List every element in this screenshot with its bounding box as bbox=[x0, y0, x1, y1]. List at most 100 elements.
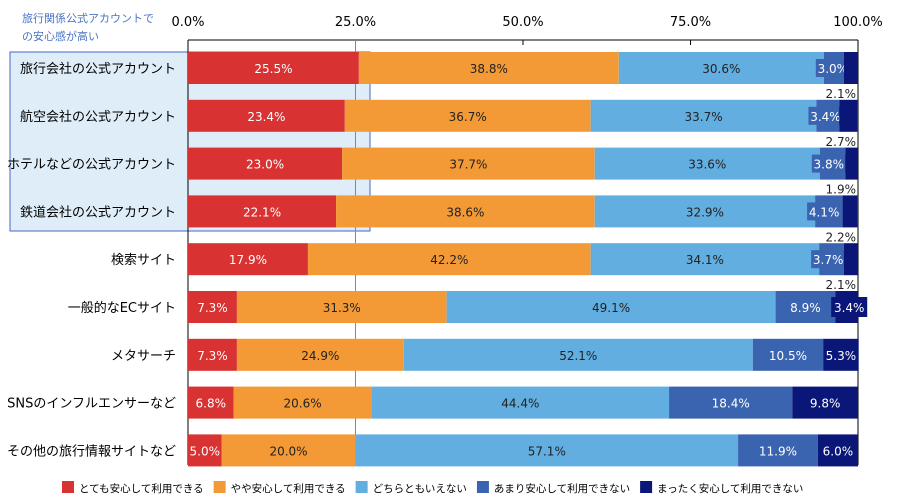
data-label: 36.7% bbox=[449, 110, 487, 124]
bar-segment bbox=[336, 195, 595, 228]
bar-segment bbox=[669, 386, 793, 419]
data-label: 34.1% bbox=[686, 253, 724, 267]
bar-segment bbox=[188, 338, 237, 371]
bar-segment bbox=[403, 338, 753, 371]
x-tick-label: 75.0% bbox=[670, 15, 711, 30]
data-label: 2.1% bbox=[826, 278, 857, 292]
bar-segment bbox=[344, 99, 591, 132]
bar-segment bbox=[188, 434, 222, 467]
data-label: 17.9% bbox=[229, 253, 267, 267]
data-label: 5.3% bbox=[826, 349, 857, 363]
bar-segment bbox=[236, 338, 404, 371]
data-label: 38.6% bbox=[446, 205, 484, 219]
data-label: 30.6% bbox=[702, 62, 740, 76]
legend-swatch bbox=[476, 481, 489, 493]
bar-segment bbox=[738, 434, 818, 467]
bar-segment bbox=[594, 147, 820, 180]
data-label: 7.3% bbox=[197, 301, 228, 315]
data-label: 49.1% bbox=[592, 301, 630, 315]
bar-segment bbox=[590, 99, 817, 132]
data-label-bg bbox=[808, 106, 843, 125]
bar-segment bbox=[233, 386, 372, 419]
bar-segment bbox=[188, 52, 359, 84]
data-label: 22.1% bbox=[243, 205, 281, 219]
data-label: 24.9% bbox=[301, 349, 339, 363]
data-label: 20.6% bbox=[284, 397, 322, 411]
legend-swatch bbox=[62, 481, 74, 493]
data-label: 57.1% bbox=[528, 444, 566, 458]
data-label: 42.2% bbox=[430, 253, 468, 267]
data-label: 3.8% bbox=[814, 158, 845, 172]
bar-segment bbox=[843, 243, 858, 276]
data-label: 33.7% bbox=[685, 110, 723, 124]
legend-label: やや安心して利用できる bbox=[231, 482, 346, 495]
highlight-annotation: 旅行関係公式アカウントでの安心感が高い bbox=[22, 12, 154, 43]
legend-label: どちらともいえない bbox=[373, 483, 467, 495]
data-label: 33.6% bbox=[688, 158, 726, 172]
data-label: 6.8% bbox=[196, 397, 227, 411]
data-label: 4.1% bbox=[809, 205, 840, 219]
legend-label: あまり安心して利用できない bbox=[494, 482, 630, 495]
bar-segment bbox=[236, 291, 447, 323]
bar-segment bbox=[594, 195, 816, 228]
bar-segment bbox=[839, 99, 858, 132]
data-label: 3.4% bbox=[834, 301, 865, 315]
bar-segment bbox=[843, 52, 858, 84]
data-label: 2.1% bbox=[826, 87, 857, 101]
data-label: 1.9% bbox=[826, 183, 857, 197]
data-label: 44.4% bbox=[501, 397, 539, 411]
data-label-bg bbox=[815, 59, 850, 77]
data-label-bg bbox=[831, 297, 868, 317]
data-label: 32.9% bbox=[686, 205, 724, 219]
bar-segment bbox=[307, 243, 591, 276]
data-label-bg bbox=[811, 250, 846, 269]
data-label: 25.5% bbox=[254, 62, 292, 76]
bar-segment bbox=[188, 195, 337, 228]
bar-segment bbox=[823, 338, 859, 371]
bar-segment bbox=[188, 99, 345, 132]
legend-swatch bbox=[213, 481, 226, 493]
bar-segment bbox=[221, 434, 356, 467]
data-label: 31.3% bbox=[323, 301, 361, 315]
bar-segment bbox=[188, 291, 237, 323]
bar-segment bbox=[188, 147, 343, 180]
data-label: 2.2% bbox=[826, 230, 857, 244]
x-tick-label: 25.0% bbox=[335, 15, 376, 30]
bar-segment bbox=[355, 434, 739, 467]
x-tick-label: 0.0% bbox=[171, 15, 204, 30]
data-label: 38.8% bbox=[470, 62, 508, 76]
data-label: 52.1% bbox=[559, 349, 597, 363]
data-label: 10.5% bbox=[769, 349, 807, 363]
data-label: 6.0% bbox=[823, 444, 854, 458]
bar-segment bbox=[188, 386, 234, 419]
bar-segment bbox=[371, 386, 670, 419]
category-label: 一般的なECサイト bbox=[68, 300, 176, 316]
bar-segment bbox=[342, 147, 595, 180]
bar-segment bbox=[358, 52, 619, 84]
legend-swatch bbox=[640, 481, 653, 493]
data-label: 2.7% bbox=[826, 135, 857, 149]
bar-segment bbox=[792, 386, 858, 419]
bar-segment bbox=[752, 338, 824, 371]
bar-segment bbox=[845, 147, 858, 180]
bar-segment bbox=[618, 52, 824, 84]
bar-segment bbox=[446, 291, 776, 323]
data-label: 3.4% bbox=[810, 110, 841, 124]
bar-segment bbox=[590, 243, 820, 276]
data-label: 23.0% bbox=[246, 158, 284, 172]
bar-segment bbox=[775, 291, 836, 323]
data-label: 9.8% bbox=[810, 397, 841, 411]
data-label: 20.0% bbox=[269, 444, 307, 458]
bar-segment bbox=[817, 434, 858, 467]
data-label: 18.4% bbox=[712, 397, 750, 411]
data-label: 37.7% bbox=[449, 158, 487, 172]
data-label: 23.4% bbox=[247, 110, 285, 124]
category-label: SNSのインフルエンサーなど bbox=[7, 397, 176, 412]
data-label: 3.0% bbox=[818, 62, 849, 76]
legend-label: まったく安心して利用できない bbox=[657, 482, 803, 495]
legend-swatch bbox=[355, 481, 368, 493]
category-label: 旅行会社の公式アカウント bbox=[20, 61, 176, 77]
data-label: 8.9% bbox=[790, 301, 821, 315]
bar-segment bbox=[842, 195, 858, 228]
